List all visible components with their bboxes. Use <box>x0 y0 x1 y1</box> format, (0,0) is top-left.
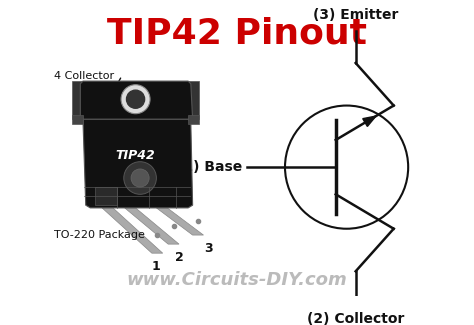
Text: TO-220 Package: TO-220 Package <box>54 230 145 240</box>
Polygon shape <box>72 115 83 124</box>
Text: 2: 2 <box>174 251 183 264</box>
Circle shape <box>127 90 145 108</box>
Polygon shape <box>363 116 376 126</box>
Polygon shape <box>80 81 192 119</box>
Text: 1: 1 <box>152 260 161 273</box>
Text: TIP42 Pinout: TIP42 Pinout <box>107 17 367 51</box>
Circle shape <box>124 162 156 194</box>
Polygon shape <box>95 187 118 205</box>
Text: 4 Collector: 4 Collector <box>54 71 114 81</box>
Text: 3: 3 <box>204 242 212 255</box>
Polygon shape <box>188 81 199 119</box>
Polygon shape <box>188 115 199 124</box>
Text: (2) Collector: (2) Collector <box>307 312 404 325</box>
Polygon shape <box>72 81 83 119</box>
Circle shape <box>131 169 149 187</box>
Text: (1) Base: (1) Base <box>177 160 242 174</box>
Text: www.Circuits-DIY.com: www.Circuits-DIY.com <box>127 270 347 289</box>
Polygon shape <box>83 119 192 208</box>
Text: TIP42: TIP42 <box>116 149 155 162</box>
Circle shape <box>121 85 150 114</box>
Circle shape <box>285 106 408 229</box>
Polygon shape <box>125 208 179 244</box>
Text: (3) Emitter: (3) Emitter <box>313 8 398 22</box>
Polygon shape <box>102 208 163 253</box>
Polygon shape <box>156 208 203 235</box>
